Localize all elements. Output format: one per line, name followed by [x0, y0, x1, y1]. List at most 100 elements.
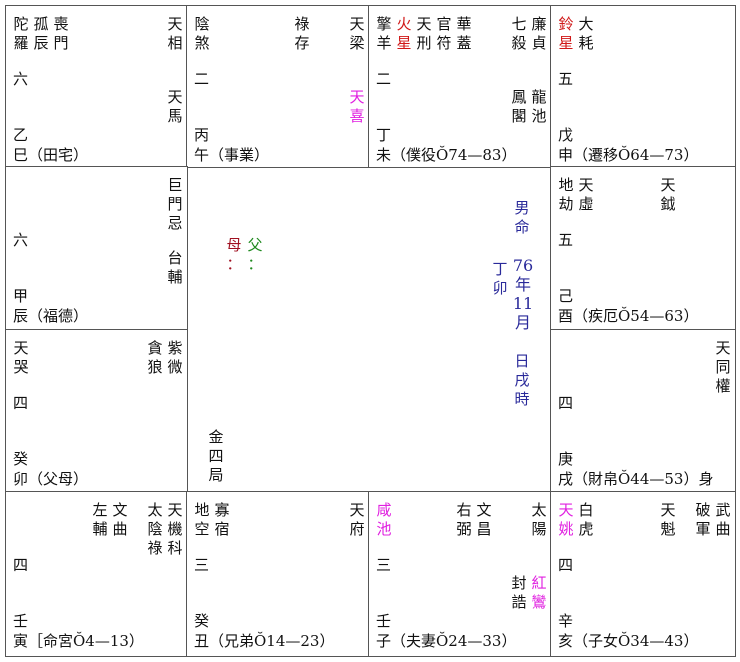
- center-info: 母： 父： 男命 丁卯 76年11月 日戌時 金四局: [186, 166, 552, 493]
- star-name: 天府: [349, 501, 365, 538]
- star-name: 鈴星: [558, 15, 574, 52]
- star-group-mid: 天鉞: [659, 176, 677, 214]
- star-name: 台輔: [167, 249, 183, 286]
- palace-number: 五: [558, 70, 574, 88]
- star-name: 喪門: [53, 15, 69, 52]
- heavenly-stem: 辛: [558, 612, 574, 630]
- heavenly-stem: 丙: [194, 126, 210, 144]
- star-group-right: 七殺 廉貞: [510, 15, 548, 53]
- mother-label: 母：: [226, 236, 242, 273]
- star-group-right: 天梁: [348, 15, 366, 53]
- star-group-left: 天姚 白虎: [557, 501, 595, 539]
- heavenly-stem: 己: [558, 287, 574, 305]
- palace-xu: 天同權四庚戌（財帛Ŏ44—53）身: [550, 329, 736, 493]
- star-name: 咸池: [376, 501, 392, 538]
- palace-you: 地劫 天虛 天鉞五己酉（疾厄Ŏ54—63）: [550, 166, 736, 331]
- star-group-midright: 台輔: [166, 249, 184, 287]
- palace-zi: 咸池 右弼 文昌 太陽 封誥 紅鸞 三壬子（夫妻Ŏ24—33）: [368, 491, 552, 657]
- star-name: 文曲: [112, 501, 128, 538]
- star-name: 地劫: [558, 176, 574, 213]
- star-name: 天刑: [416, 15, 432, 52]
- star-name: 華蓋: [456, 15, 472, 52]
- palace-number: 四: [558, 556, 574, 574]
- branch-palace-label: 亥（子女Ŏ34—43）: [558, 632, 699, 650]
- branch-palace-label: 子（夫妻Ŏ24—33）: [376, 632, 517, 650]
- star-name: 紫微: [167, 339, 183, 376]
- star-group-mid: 左輔 文曲: [91, 501, 129, 539]
- star-group-midright: 天喜: [348, 88, 366, 126]
- star-group-left: 鈴星 大耗: [557, 15, 595, 53]
- star-group-left: 地劫 天虛: [557, 176, 595, 214]
- palace-chen: 巨門忌台輔 六甲辰（福德）: [5, 166, 188, 331]
- branch-palace-label: 辰（福德）: [13, 307, 89, 325]
- branch-palace-label: 丑（兄弟Ŏ14—23）: [194, 632, 335, 650]
- star-group-left: 陀羅 孤辰 喪門: [12, 15, 70, 53]
- star-name: 祿存: [294, 15, 310, 52]
- palace-si: 陀羅 孤辰 喪門 天相 天馬 六乙巳（田宅）: [5, 5, 188, 168]
- branch-palace-label: 卯（父母）: [13, 470, 89, 488]
- star-name: 廉貞: [531, 15, 547, 52]
- branch-palace-label: 未（僕役Ŏ74—83）: [376, 146, 517, 164]
- star-name: 紅鸞: [531, 574, 547, 611]
- heavenly-stem: 壬: [376, 612, 392, 630]
- star-name: 右弼: [456, 501, 472, 538]
- star-group-right: 貪狼 紫微: [146, 339, 184, 377]
- star-name: 天梁: [349, 15, 365, 52]
- palace-yin: 左輔 文曲 太陰祿 天機科四壬寅［命宮Ŏ4—13）: [5, 491, 188, 657]
- palace-number: 六: [13, 70, 29, 88]
- star-name: 太陰祿: [147, 501, 163, 557]
- branch-palace-label: 寅［命宮Ŏ4—13）: [13, 632, 144, 650]
- star-name: 鳳閣: [511, 88, 527, 125]
- palace-number: 四: [13, 394, 29, 412]
- palace-shen: 鈴星 大耗五戊申（遷移Ŏ64—73）: [550, 5, 736, 168]
- star-group-left: 天哭: [12, 339, 30, 377]
- star-group-mid: 祿存: [293, 15, 311, 53]
- star-name: 陀羅: [13, 15, 29, 52]
- palace-number: 三: [376, 556, 392, 574]
- star-name: 天相: [167, 15, 183, 52]
- father-label: 父：: [247, 236, 263, 273]
- heavenly-stem: 癸: [13, 450, 29, 468]
- branch-palace-label: 午（事業）: [194, 146, 270, 164]
- palace-wei: 擎羊 火星 天刑 官符 華蓋 七殺 廉貞 鳳閣 龍池二丁未（僕役Ŏ74—83）: [368, 5, 552, 168]
- heavenly-stem: 甲: [13, 287, 29, 305]
- star-name: 天姚: [558, 501, 574, 538]
- year-stem-label: 丁卯: [492, 260, 508, 297]
- star-name: 天馬: [167, 88, 183, 125]
- palace-number: 六: [13, 231, 29, 249]
- star-group-mid: 天魁: [659, 501, 677, 539]
- star-name: 龍池: [531, 88, 547, 125]
- star-group-midright: 天馬: [166, 88, 184, 126]
- star-group-left: 咸池: [375, 501, 393, 539]
- star-group-midright: 封誥 紅鸞: [510, 574, 548, 612]
- star-name: 白虎: [578, 501, 594, 538]
- birth-date-label: 76年11月: [512, 256, 534, 332]
- heavenly-stem: 癸: [194, 612, 210, 630]
- star-name: 地空: [194, 501, 210, 538]
- bureau-label: 金四局: [208, 428, 224, 484]
- palace-number: 四: [558, 394, 574, 412]
- star-name: 文昌: [476, 501, 492, 538]
- heavenly-stem: 丁: [376, 126, 392, 144]
- star-name: 天鉞: [660, 176, 676, 213]
- star-name: 破軍: [695, 501, 711, 538]
- heavenly-stem: 庚: [558, 450, 574, 468]
- branch-palace-label: 戌（財帛Ŏ44—53）身: [558, 470, 714, 488]
- star-group-left: 陰煞: [193, 15, 211, 53]
- palace-number: 三: [194, 556, 210, 574]
- star-name: 天哭: [13, 339, 29, 376]
- palace-number: 二: [194, 70, 210, 88]
- star-group-left: 地空 寡宿: [193, 501, 231, 539]
- star-group-right: 天相: [166, 15, 184, 53]
- star-name: 七殺: [511, 15, 527, 52]
- birth-hour-label: 日戌時: [514, 352, 530, 408]
- palace-number: 二: [376, 70, 392, 88]
- palace-mao: 天哭 貪狼 紫微四癸卯（父母）: [5, 329, 188, 493]
- star-name: 官符: [436, 15, 452, 52]
- star-group-right: 巨門忌: [166, 176, 184, 233]
- star-name: 左輔: [92, 501, 108, 538]
- star-name: 封誥: [511, 574, 527, 611]
- star-group-midright: 鳳閣 龍池: [510, 88, 548, 126]
- star-name: 孤辰: [33, 15, 49, 52]
- gender-label: 男命: [514, 199, 530, 236]
